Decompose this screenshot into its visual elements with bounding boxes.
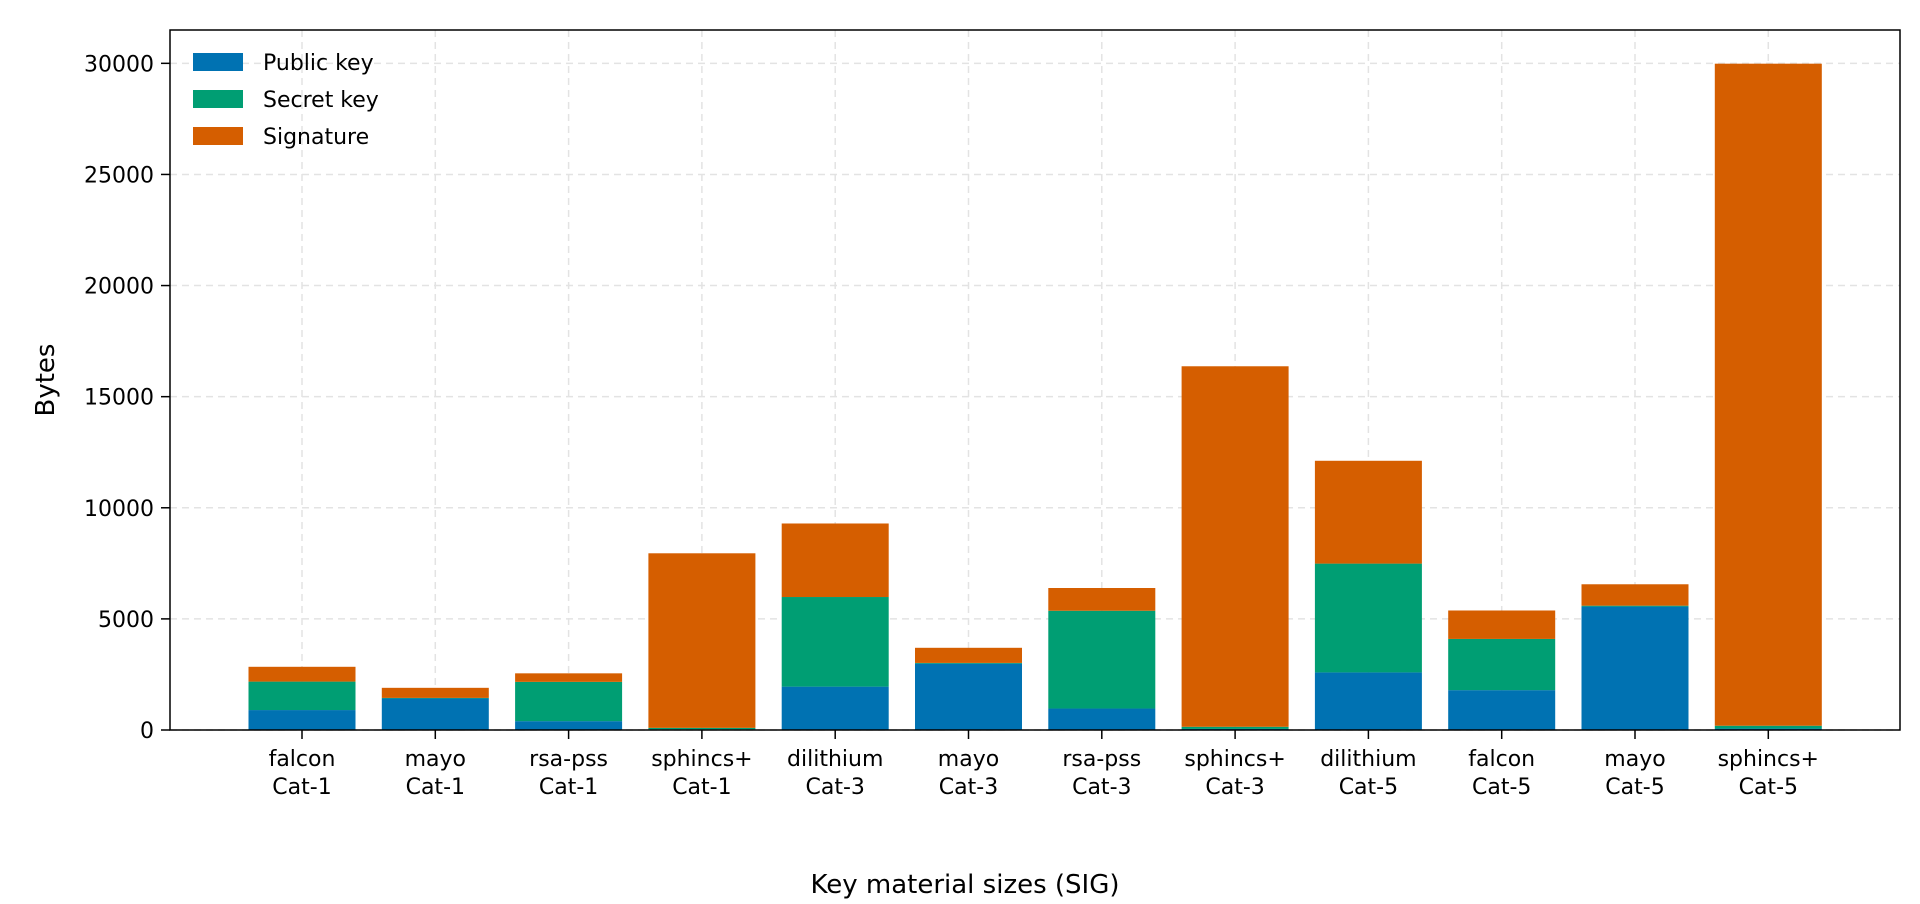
x-tick-label: falcon <box>269 747 336 772</box>
x-tick-label: Cat-5 <box>1472 775 1531 800</box>
x-tick-label: Cat-3 <box>805 775 864 800</box>
x-tick-label: Cat-3 <box>1205 775 1264 800</box>
bar-segment-public-key <box>515 721 623 730</box>
x-tick-label: mayo <box>405 747 466 772</box>
x-tick-label: sphincs+ <box>1718 747 1819 772</box>
y-tick-label: 0 <box>140 719 154 744</box>
bar-segment-public-key <box>1448 690 1556 730</box>
x-axis-ticks: falcon Cat-1 mayo Cat-1 rsa-pss Cat-1 sphincs+… <box>269 730 1819 800</box>
bar-segment-signature <box>381 687 489 698</box>
y-tick-label: 5000 <box>98 608 154 633</box>
bar-segment-signature <box>248 666 356 682</box>
x-tick-label: Cat-5 <box>1339 775 1398 800</box>
legend-label: Public key <box>263 51 374 76</box>
bar-segment-public-key <box>381 698 489 730</box>
bar-segment-signature <box>1314 460 1422 564</box>
x-tick-label: rsa-pss <box>529 747 608 772</box>
bar-segment-public-key <box>1048 708 1156 730</box>
bar-segment-secret-key <box>248 681 356 711</box>
y-axis-ticks: 0 5000 10000 15000 20000 25000 30000 <box>84 52 170 744</box>
x-tick-label: dilithium <box>787 747 883 772</box>
bar-segment-signature <box>1181 366 1289 727</box>
bar-segment-signature <box>1448 610 1556 639</box>
bar-segment-public-key <box>781 686 889 730</box>
x-tick-label: rsa-pss <box>1062 747 1141 772</box>
bar-segment-secret-key <box>1448 638 1556 691</box>
y-axis-label: Bytes <box>31 344 61 417</box>
bar-segment-signature <box>781 523 889 598</box>
bars <box>248 63 1822 730</box>
bar-segment-secret-key <box>381 697 489 699</box>
bar-segment-secret-key <box>915 662 1022 664</box>
bar-segment-public-key <box>248 710 356 730</box>
bar-segment-public-key <box>1581 606 1689 730</box>
legend-swatch <box>193 127 243 145</box>
bar-segment-signature <box>1581 584 1689 606</box>
plot-frame <box>169 29 1901 731</box>
bar-segment-secret-key <box>648 727 756 730</box>
x-tick-label: Cat-1 <box>272 775 331 800</box>
legend: Public key Secret key Signature <box>193 51 379 150</box>
bar-segment-secret-key <box>1314 563 1422 673</box>
bar-segment-public-key <box>915 663 1022 730</box>
bar-segment-signature <box>1714 63 1822 726</box>
legend-label: Signature <box>263 125 369 150</box>
x-tick-label: Cat-1 <box>539 775 598 800</box>
bar-segment-public-key <box>1314 672 1422 730</box>
bar-segment-signature <box>915 647 1022 663</box>
y-tick-label: 30000 <box>84 52 154 77</box>
x-tick-label: Cat-5 <box>1739 775 1798 800</box>
x-tick-label: Cat-1 <box>406 775 465 800</box>
legend-label: Secret key <box>263 88 379 113</box>
x-tick-label: sphincs+ <box>1184 747 1285 772</box>
x-tick-label: Cat-1 <box>672 775 731 800</box>
x-tick-label: mayo <box>938 747 999 772</box>
x-tick-label: Cat-3 <box>939 775 998 800</box>
bar-segment-signature <box>648 553 756 728</box>
x-tick-label: dilithium <box>1320 747 1416 772</box>
x-tick-label: mayo <box>1604 747 1665 772</box>
bar-segment-secret-key <box>1181 726 1289 729</box>
bar-segment-secret-key <box>515 681 623 722</box>
bar-segment-signature <box>515 673 623 682</box>
bar-segment-secret-key <box>1048 610 1156 709</box>
x-tick-label: Cat-3 <box>1072 775 1131 800</box>
bar-segment-secret-key <box>1714 725 1822 729</box>
y-tick-label: 20000 <box>84 275 154 300</box>
bar-segment-secret-key <box>781 597 889 687</box>
x-tick-label: sphincs+ <box>651 747 752 772</box>
x-tick-label: falcon <box>1468 747 1535 772</box>
x-axis-label: Key material sizes (SIG) <box>810 870 1119 900</box>
bar-segment-signature <box>1048 588 1156 611</box>
legend-swatch <box>193 53 243 71</box>
legend-swatch <box>193 90 243 108</box>
y-tick-label: 10000 <box>84 497 154 522</box>
bar-segment-secret-key <box>1581 605 1689 607</box>
y-tick-label: 15000 <box>84 386 154 411</box>
x-tick-label: Cat-5 <box>1605 775 1664 800</box>
y-tick-label: 25000 <box>84 163 154 188</box>
